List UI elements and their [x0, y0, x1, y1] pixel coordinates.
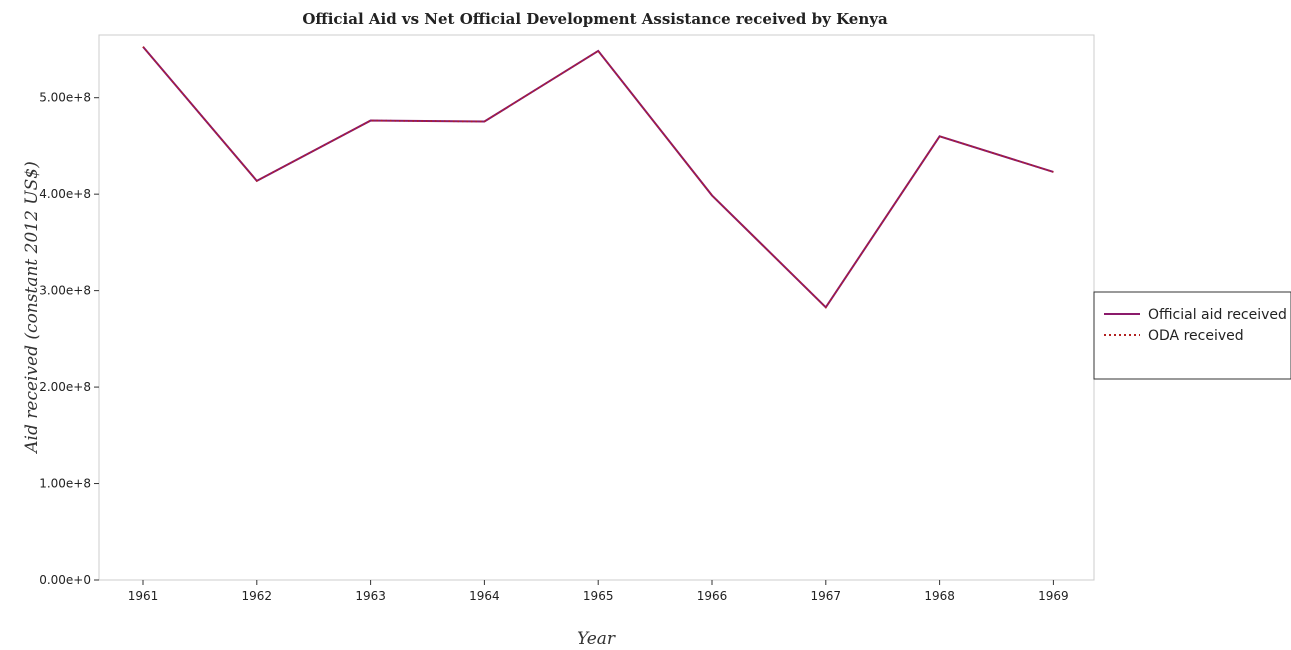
- y-tick-label: 5.00e+8: [39, 91, 91, 105]
- y-tick-label: 4.00e+8: [39, 187, 91, 201]
- x-tick-label: 1962: [242, 589, 273, 603]
- y-tick-label: 3.00e+8: [39, 284, 91, 298]
- x-tick-label: 1963: [355, 589, 386, 603]
- series-layer: [142, 46, 1054, 309]
- y-tick-label: 1.00e+8: [39, 477, 91, 491]
- legend-label-official-aid: Official aid received: [1148, 307, 1287, 323]
- y-axis-title: Aid received (constant 2012 US$): [22, 161, 42, 454]
- legend: Official aid received ODA received: [1093, 291, 1291, 380]
- x-tick-label: 1965: [583, 589, 614, 603]
- chart-title: Official Aid vs Net Official Development…: [302, 10, 888, 28]
- legend-box: [1093, 291, 1291, 380]
- y-tick-label: 2.00e+8: [39, 380, 91, 394]
- x-tick-label: 1961: [128, 589, 159, 603]
- x-tick-label: 1969: [1038, 589, 1069, 603]
- x-axis-title: Year: [577, 629, 616, 649]
- y-axis-ticks: 0.00e+0 1.00e+8 2.00e+8 3.00e+8 4.00e+8 5.00e…: [39, 91, 99, 587]
- x-tick-label: 1964: [469, 589, 500, 603]
- plot-area: [98, 34, 1095, 581]
- series-line-official-aid: [142, 46, 1054, 309]
- x-tick-label: 1967: [811, 589, 842, 603]
- x-tick-label: 1966: [697, 589, 728, 603]
- x-axis-ticks: 1961 1962 1963 1964 1965 1966 1967 1968 1969: [128, 580, 1069, 603]
- y-tick-label: 0.00e+0: [39, 573, 91, 587]
- legend-label-oda: ODA received: [1148, 328, 1244, 344]
- x-tick-label: 1968: [924, 589, 955, 603]
